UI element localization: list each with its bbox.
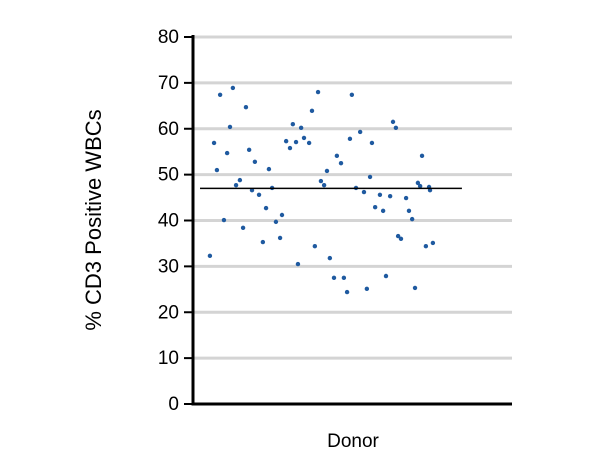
y-tick-label: 60 <box>158 119 179 140</box>
data-point <box>398 236 404 242</box>
data-point <box>221 217 227 223</box>
y-tick-label: 20 <box>158 302 179 323</box>
data-point <box>412 285 418 291</box>
data-point <box>364 286 370 292</box>
data-point <box>290 121 296 127</box>
data-point <box>207 253 213 259</box>
data-point <box>393 125 399 131</box>
data-point <box>367 174 373 180</box>
data-point <box>266 166 272 172</box>
data-point <box>338 160 344 166</box>
data-point <box>387 193 393 199</box>
y-tick-label: 80 <box>158 27 179 48</box>
data-point <box>217 92 223 98</box>
data-point <box>252 159 258 164</box>
y-tick-label: 70 <box>158 73 179 94</box>
data-point <box>409 216 415 222</box>
y-tick-label: 10 <box>158 348 179 369</box>
data-point <box>349 92 355 98</box>
data-point <box>315 89 321 95</box>
data-point <box>214 167 220 173</box>
data-point <box>324 168 330 174</box>
y-tick-label: 30 <box>158 256 179 277</box>
data-point <box>211 140 217 146</box>
data-point <box>233 182 239 188</box>
data-point <box>331 275 337 281</box>
data-point <box>295 261 301 267</box>
data-point <box>417 183 423 189</box>
data-point <box>260 239 266 245</box>
data-point <box>230 85 236 91</box>
data-point <box>293 139 299 145</box>
data-point <box>395 233 401 239</box>
data-point <box>301 135 307 141</box>
data-point <box>277 235 283 241</box>
data-point <box>430 240 436 246</box>
data-point <box>341 275 347 281</box>
data-point <box>256 192 262 198</box>
data-point <box>318 178 324 184</box>
data-point <box>321 182 327 188</box>
data-point <box>344 289 350 295</box>
data-point <box>403 195 409 201</box>
data-point <box>383 273 389 279</box>
data-point <box>361 189 367 195</box>
data-point <box>227 124 233 130</box>
x-axis-label: Donor <box>327 431 379 452</box>
data-point <box>369 140 375 146</box>
data-point <box>306 140 312 146</box>
data-point <box>377 192 383 198</box>
data-point <box>263 205 269 211</box>
data-point <box>243 104 249 110</box>
data-point <box>327 255 333 261</box>
data-point <box>312 243 318 249</box>
data-point <box>419 153 425 159</box>
data-point <box>415 180 421 186</box>
data-point <box>224 150 230 156</box>
data-point <box>357 129 363 135</box>
data-point <box>380 208 386 214</box>
data-point <box>279 212 285 218</box>
data-point <box>287 145 293 151</box>
y-axis-label: % CD3 Positive WBCs <box>81 109 106 330</box>
y-tick-label: 40 <box>158 211 179 232</box>
data-point <box>298 125 304 131</box>
data-point <box>309 108 315 114</box>
data-point <box>334 153 340 159</box>
y-tick-label: 50 <box>158 165 179 186</box>
data-point <box>273 219 279 225</box>
data-point <box>423 243 429 249</box>
data-point <box>283 138 289 144</box>
y-tick-label: 0 <box>168 394 179 415</box>
data-point <box>237 177 243 183</box>
data-point <box>246 147 252 153</box>
data-point <box>390 119 396 125</box>
data-point <box>372 204 378 210</box>
data-point <box>406 208 412 214</box>
data-point <box>347 136 353 142</box>
data-point <box>240 225 246 231</box>
